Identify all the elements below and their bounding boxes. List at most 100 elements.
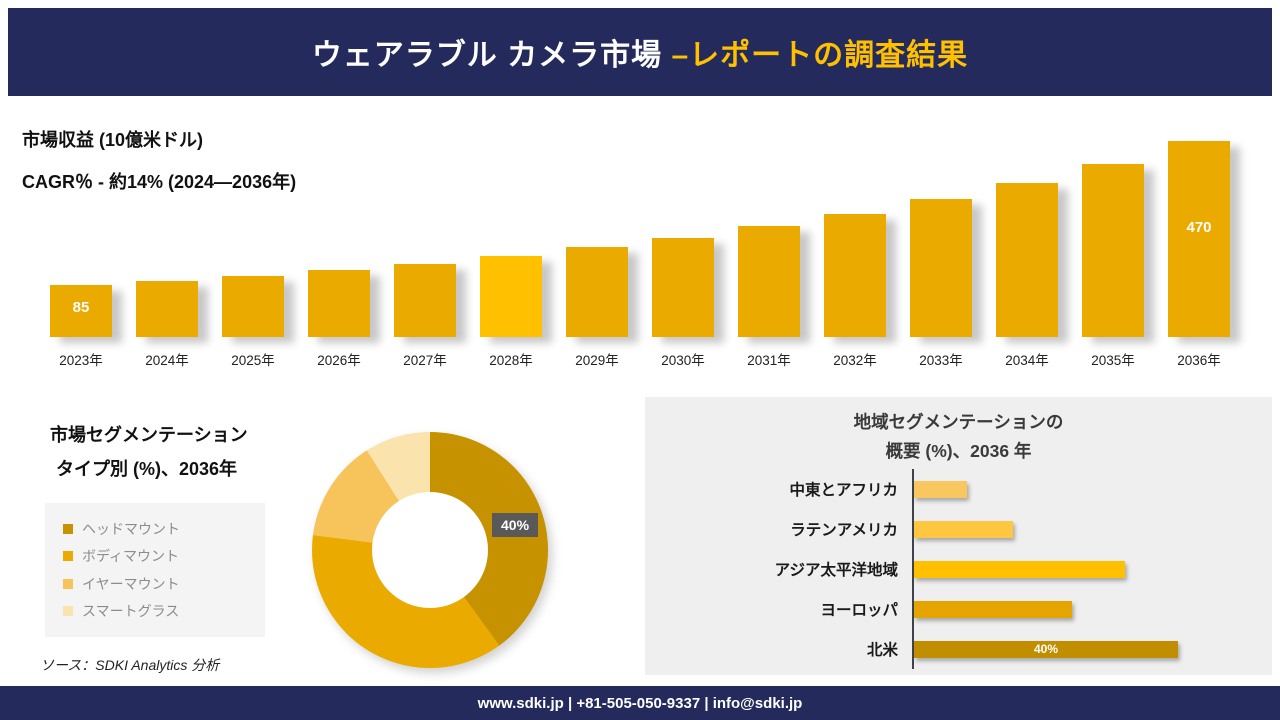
regional-bar-area: 40% [912,629,1262,669]
regional-row: 北米 40% [657,629,1262,669]
regional-title-line2: 概要 (%)、2036 年 [885,441,1032,461]
revenue-category-label: 2024年 [145,353,189,368]
revenue-category-label: 2026年 [317,353,361,368]
page-title: ウェアラブル カメラ市場 –レポートの調査結果 [312,30,968,74]
revenue-category-label: 2027年 [403,353,447,368]
regional-bar-area [912,469,1262,509]
revenue-category-label: 2025年 [231,353,275,368]
segmentation-title-line1: 市場セグメンテーション [50,425,248,445]
footer-bar: www.sdki.jp | +81-505-050-9337 | info@sd… [0,686,1280,720]
regional-label: 北米 [866,642,898,659]
revenue-bar-chart: 85 2023年 2024年 2025年 2026年 2027年 2028年 2029年 203… [50,137,1230,368]
revenue-category-label: 2030年 [661,353,705,368]
page-title-accent: –レポートの調査結果 [671,39,969,72]
regional-bar [914,480,967,498]
type-legend: ヘッドマウント ボディマウント イヤーマウント スマートグラス [45,503,265,637]
revenue-bar [738,226,800,337]
page-title-main: ウェアラブル カメラ市場 [311,39,672,72]
segmentation-title-line2: タイプ別 (%)、2036年 [56,459,238,479]
regional-row: ヨーロッパ [657,589,1262,629]
type-segmentation-panel: 市場セグメンテーション タイプ別 (%)、2036年 ヘッドマウント ボディマウン… [0,395,640,685]
legend-item: スマートグラス [63,601,247,621]
revenue-bar-column: 2024年 [136,137,198,368]
revenue-category-label: 2033年 [919,353,963,368]
revenue-category-label: 2036年 [1177,353,1221,368]
regional-bar [914,600,1072,618]
regional-row: アジア太平洋地域 [657,549,1262,589]
type-donut-chart [312,432,548,668]
revenue-bar-column: 2031年 [738,137,800,368]
revenue-bar-column: 2030年 [652,137,714,368]
revenue-category-label: 2032年 [833,353,877,368]
revenue-bar [136,281,198,337]
regional-bar-area [912,549,1262,589]
revenue-category-label: 2029年 [575,353,619,368]
revenue-category-label: 2023年 [59,353,103,368]
regional-panel: 地域セグメンテーションの 概要 (%)、2036 年 中東とアフリカ ラテンアメリ… [645,397,1272,675]
revenue-bar-column: 470 2036年 [1168,137,1230,368]
legend-item: ボディマウント [63,546,247,566]
donut-hole [372,492,488,608]
revenue-cagr-label: CAGR％ - 約14% (2024―2036年) [22,172,297,192]
revenue-bar-column: 2026年 [308,137,370,368]
revenue-bar-column: 2025年 [222,137,284,368]
regional-title-line1: 地域セグメンテーションの [853,412,1064,432]
revenue-bar [824,214,886,337]
header-banner: ウェアラブル カメラ市場 –レポートの調査結果 [8,8,1272,96]
revenue-bar-column: 2033年 [910,137,972,368]
regional-bar [914,520,1013,538]
regional-label: アジア太平洋地域 [774,562,898,579]
revenue-bar-value-label: 85 [72,299,90,316]
revenue-labels: 市場収益 (10億米ドル) CAGR％ - 約14% (2024―2036年) [22,126,296,194]
revenue-bar: 470 [1168,141,1230,337]
regional-bar-chart: 中東とアフリカ ラテンアメリカアジア太平洋地域ヨーロッパ北米 40% [657,469,1262,669]
donut-callout-label: 40% [492,513,539,537]
legend-label: ボディマウント [82,548,180,565]
revenue-bar: 85 [50,285,112,337]
revenue-bar-column: 2035年 [1082,137,1144,368]
source-note: ソース：SDKI Analytics 分析 [40,657,220,673]
revenue-bar [996,183,1058,337]
revenue-bar-column: 2032年 [824,137,886,368]
revenue-metric-label: 市場収益 (10億米ドル) [22,130,204,150]
regional-bar-area [912,589,1262,629]
revenue-category-label: 2028年 [489,353,533,368]
legend-swatch [63,524,73,534]
revenue-category-label: 2035年 [1091,353,1135,368]
legend-label: スマートグラス [82,602,180,619]
revenue-bar [910,199,972,337]
regional-bar-area [912,509,1262,549]
regional-row: ラテンアメリカ [657,509,1262,549]
regional-label: ヨーロッパ [820,602,898,619]
revenue-bar [222,276,284,337]
legend-item: ヘッドマウント [63,519,247,539]
revenue-category-label: 2034年 [1005,353,1049,368]
legend-label: イヤーマウント [82,575,180,592]
revenue-bar-column: 2027年 [394,137,456,368]
legend-swatch [63,551,73,562]
revenue-bar [394,264,456,337]
revenue-bar-column: 2034年 [996,137,1058,368]
legend-item: イヤーマウント [63,574,247,594]
revenue-bar [308,270,370,337]
legend-swatch [63,605,73,616]
revenue-bar [652,238,714,337]
regional-label: ラテンアメリカ [790,522,898,539]
legend-swatch [63,578,73,589]
regional-label: 中東とアフリカ [789,482,898,499]
revenue-bar [566,247,628,337]
revenue-bar-column: 2028年 [480,137,542,368]
regional-bar [914,560,1125,578]
revenue-bar-column: 2029年 [566,137,628,368]
regional-row: 中東とアフリカ [657,469,1262,509]
revenue-bar-column: 85 2023年 [50,137,112,368]
legend-label: ヘッドマウント [82,521,180,537]
revenue-bar [480,256,542,337]
revenue-bar-value-label: 470 [1186,219,1212,236]
regional-bar: 40% [914,640,1178,658]
regional-bar-value-label: 40% [1033,642,1059,656]
revenue-bar [1082,164,1144,337]
revenue-category-label: 2031年 [747,353,791,368]
footer-contact: www.sdki.jp | +81-505-050-9337 | info@sd… [477,694,803,712]
